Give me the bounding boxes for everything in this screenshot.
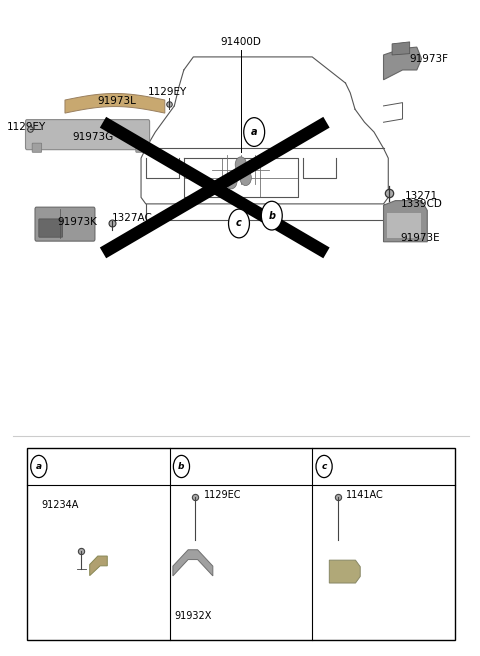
Text: 1129EY: 1129EY (147, 87, 187, 96)
Text: 91973E: 91973E (401, 233, 441, 243)
Circle shape (31, 455, 47, 478)
Text: 91973L: 91973L (98, 96, 137, 106)
Polygon shape (329, 560, 360, 583)
Text: 1129EY: 1129EY (6, 122, 46, 132)
Circle shape (240, 170, 252, 186)
Text: 1327AC: 1327AC (112, 213, 153, 223)
Circle shape (316, 455, 332, 478)
Circle shape (261, 201, 282, 230)
Text: 91932X: 91932X (174, 611, 212, 621)
Text: 91234A: 91234A (41, 500, 79, 510)
Text: a: a (251, 127, 257, 137)
Text: 13271: 13271 (405, 191, 438, 201)
Text: c: c (322, 462, 327, 471)
Text: 1141AC: 1141AC (347, 489, 384, 500)
Circle shape (173, 455, 190, 478)
Circle shape (244, 117, 264, 146)
Text: 1339CD: 1339CD (401, 199, 443, 209)
FancyBboxPatch shape (32, 143, 42, 152)
Polygon shape (392, 42, 409, 55)
Text: 1129EC: 1129EC (204, 489, 241, 500)
Polygon shape (173, 550, 213, 576)
Circle shape (228, 209, 250, 238)
Text: a: a (36, 462, 42, 471)
FancyBboxPatch shape (136, 143, 145, 152)
Text: c: c (236, 218, 242, 228)
Polygon shape (90, 556, 108, 575)
Text: 91973F: 91973F (409, 54, 448, 64)
Text: 91973K: 91973K (57, 217, 97, 227)
Text: 91973G: 91973G (72, 133, 113, 142)
Circle shape (235, 157, 247, 173)
Text: b: b (268, 211, 276, 220)
Polygon shape (384, 47, 421, 80)
Polygon shape (65, 94, 165, 113)
FancyBboxPatch shape (39, 219, 62, 237)
FancyBboxPatch shape (25, 119, 150, 150)
FancyBboxPatch shape (35, 207, 95, 241)
Text: 91400D: 91400D (220, 37, 261, 47)
Circle shape (226, 173, 237, 189)
Text: b: b (178, 462, 185, 471)
Bar (27, 447, 455, 640)
Polygon shape (386, 212, 420, 238)
Polygon shape (384, 201, 427, 242)
